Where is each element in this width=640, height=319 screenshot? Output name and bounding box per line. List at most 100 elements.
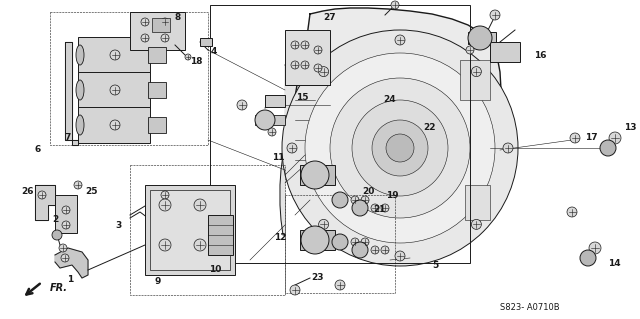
Circle shape <box>291 61 299 69</box>
Bar <box>490 42 520 62</box>
Bar <box>152 18 170 32</box>
Circle shape <box>62 206 70 214</box>
Circle shape <box>330 78 470 218</box>
Text: 6: 6 <box>35 145 41 154</box>
Circle shape <box>282 30 518 266</box>
Circle shape <box>381 246 389 254</box>
Circle shape <box>291 41 299 49</box>
Bar <box>465 185 490 220</box>
Bar <box>255 115 285 125</box>
Text: 21: 21 <box>374 205 387 214</box>
Text: 25: 25 <box>86 188 99 197</box>
Circle shape <box>52 230 62 240</box>
Circle shape <box>141 34 149 42</box>
Bar <box>55 195 77 233</box>
Circle shape <box>159 199 171 211</box>
Text: 10: 10 <box>209 265 221 275</box>
Text: 1: 1 <box>67 276 73 285</box>
Bar <box>200 38 212 46</box>
Text: 8: 8 <box>175 13 181 23</box>
Bar <box>300 230 335 250</box>
Circle shape <box>194 199 206 211</box>
Circle shape <box>301 161 329 189</box>
Bar <box>285 30 330 85</box>
Circle shape <box>161 191 169 199</box>
Circle shape <box>567 207 577 217</box>
Bar <box>148 47 166 63</box>
Circle shape <box>332 192 348 208</box>
Circle shape <box>314 46 322 54</box>
Polygon shape <box>280 40 310 235</box>
Circle shape <box>468 26 492 50</box>
Bar <box>145 185 235 275</box>
Circle shape <box>59 244 67 252</box>
Polygon shape <box>65 42 78 145</box>
Circle shape <box>386 134 414 162</box>
Text: 14: 14 <box>608 259 620 269</box>
Circle shape <box>472 219 481 229</box>
Circle shape <box>381 204 389 212</box>
Bar <box>210 5 470 263</box>
Polygon shape <box>294 8 501 213</box>
Circle shape <box>589 242 601 254</box>
Circle shape <box>372 120 428 176</box>
Circle shape <box>62 221 70 229</box>
Bar <box>148 117 166 133</box>
Circle shape <box>361 238 369 246</box>
Circle shape <box>255 110 275 130</box>
Bar <box>130 165 285 295</box>
Circle shape <box>305 53 495 243</box>
Polygon shape <box>55 248 88 278</box>
Bar <box>300 165 335 185</box>
Circle shape <box>110 85 120 95</box>
Bar <box>78 72 150 108</box>
Text: 12: 12 <box>274 234 286 242</box>
Circle shape <box>74 181 82 189</box>
Circle shape <box>352 100 448 196</box>
Circle shape <box>110 120 120 130</box>
Circle shape <box>141 18 149 26</box>
Circle shape <box>110 50 120 60</box>
Text: 19: 19 <box>386 191 398 201</box>
Bar <box>265 95 285 107</box>
Circle shape <box>351 238 359 246</box>
Text: 22: 22 <box>424 123 436 132</box>
Text: 13: 13 <box>624 123 636 132</box>
Circle shape <box>351 196 359 204</box>
Circle shape <box>391 1 399 9</box>
Text: 17: 17 <box>585 133 597 143</box>
Circle shape <box>185 54 191 60</box>
Bar <box>130 12 185 50</box>
Circle shape <box>466 46 474 54</box>
Circle shape <box>490 10 500 20</box>
Text: 23: 23 <box>312 273 324 283</box>
Bar <box>208 215 233 255</box>
Bar <box>50 12 208 145</box>
Circle shape <box>287 143 297 153</box>
Circle shape <box>600 140 616 156</box>
Bar <box>78 107 150 143</box>
Ellipse shape <box>76 80 84 100</box>
Circle shape <box>352 200 368 216</box>
Circle shape <box>503 143 513 153</box>
Ellipse shape <box>76 115 84 135</box>
Circle shape <box>570 133 580 143</box>
Text: 27: 27 <box>324 13 336 23</box>
Ellipse shape <box>76 45 84 65</box>
Circle shape <box>580 250 596 266</box>
Text: 18: 18 <box>189 57 202 66</box>
Circle shape <box>335 280 345 290</box>
Text: S823- A0710B: S823- A0710B <box>500 303 559 313</box>
Circle shape <box>609 132 621 144</box>
Circle shape <box>237 100 247 110</box>
Circle shape <box>159 239 171 251</box>
Bar <box>148 82 166 98</box>
Circle shape <box>314 64 322 72</box>
Bar <box>78 37 150 73</box>
Text: 16: 16 <box>534 50 547 60</box>
Circle shape <box>301 61 309 69</box>
Circle shape <box>371 204 379 212</box>
Circle shape <box>319 67 328 77</box>
Text: 4: 4 <box>211 48 217 56</box>
Circle shape <box>319 219 328 229</box>
